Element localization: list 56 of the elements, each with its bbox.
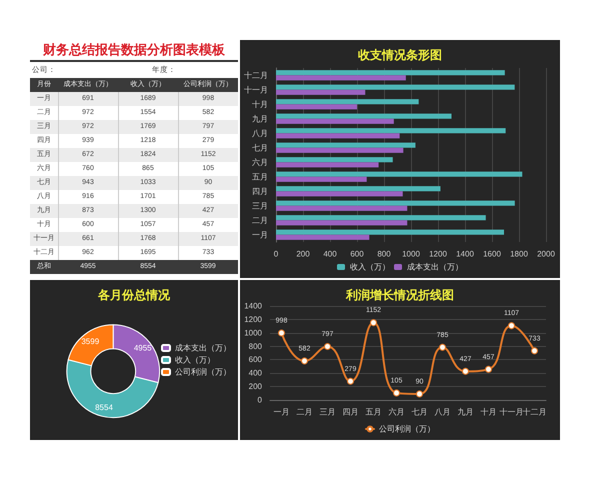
legend-label: 收入（万）	[175, 356, 215, 364]
x-tick-label: 1600	[483, 250, 502, 258]
y-tick-label: 三月	[252, 201, 268, 210]
x-tick-label: 1200	[429, 250, 448, 258]
x-tick-label: 0	[274, 250, 279, 258]
legend-label: 公司利润（万）	[379, 424, 435, 434]
x-tick-label: 五月	[366, 408, 382, 416]
y-tick-label: 六月	[252, 158, 268, 167]
x-tick-label: 十一月	[500, 408, 524, 416]
chart-title: 各月份总情况	[97, 288, 171, 302]
y-tick-label: 二月	[252, 216, 268, 225]
y-tick-label: 200	[248, 382, 263, 392]
x-tick-label: 十二月	[522, 408, 546, 416]
y-tick-label: 四月	[252, 186, 268, 196]
x-tick-label: 四月	[342, 408, 358, 416]
x-tick-label: 一月	[274, 408, 290, 416]
text: 财务总结报告数据分析图表模板	[30, 40, 238, 62]
x-tick-label: 800	[377, 250, 392, 258]
y-tick-label: 1200	[244, 314, 263, 324]
y-tick-label: 十月	[252, 100, 268, 109]
y-tick-label: 一月	[252, 230, 268, 240]
x-tick-label: 三月	[320, 408, 336, 416]
x-tick-label: 400	[323, 250, 338, 258]
y-tick-label: 八月	[252, 128, 268, 138]
x-tick-label: 2000	[537, 250, 556, 258]
x-tick-label: 六月	[388, 408, 404, 416]
y-tick-label: 600	[248, 355, 263, 364]
y-tick-label: 十二月	[244, 70, 268, 80]
chart-title: 收支情况条形图	[358, 48, 442, 62]
x-tick-label: 九月	[458, 408, 474, 416]
legend-label: 公司利润（万）	[175, 368, 231, 376]
data-label: 8554	[95, 402, 114, 412]
legend-label: 收入（万）	[350, 262, 390, 272]
data-label: 3599	[81, 337, 100, 346]
x-tick-label: 1800	[510, 250, 528, 258]
legend-label: 成本支出（万）	[175, 344, 231, 352]
x-tick-label: 600	[350, 250, 364, 258]
y-tick-label: 0	[258, 396, 263, 404]
x-tick-label: 八月	[434, 408, 450, 416]
y-tick-label: 400	[248, 368, 263, 378]
x-tick-label: 十月	[480, 408, 496, 416]
x-tick-label: 200	[296, 250, 310, 258]
data-label: 4955	[134, 344, 152, 353]
legend-label: 成本支出（万）	[407, 262, 463, 272]
y-tick-label: 1400	[244, 302, 263, 310]
y-tick-label: 五月	[252, 172, 268, 182]
y-tick-label: 1000	[244, 328, 263, 338]
x-tick-label: 1400	[456, 250, 474, 258]
chart-title: 利润增长情况折线图	[345, 288, 454, 302]
y-tick-label: 十一月	[244, 85, 268, 94]
y-tick-label: 800	[248, 342, 263, 351]
y-tick-label: 九月	[252, 114, 268, 124]
x-tick-label: 二月	[296, 408, 312, 416]
x-tick-label: 七月	[412, 408, 428, 416]
y-tick-label: 七月	[252, 143, 268, 152]
x-tick-label: 1000	[402, 250, 420, 258]
